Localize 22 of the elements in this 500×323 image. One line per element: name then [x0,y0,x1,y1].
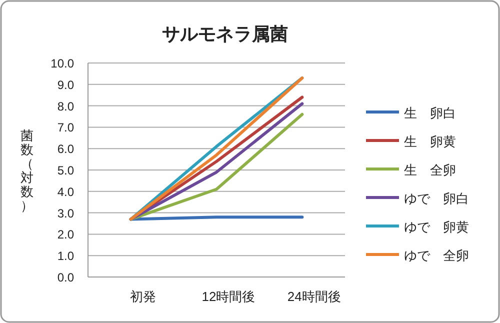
x-tick-label: 12時間後 [202,289,256,304]
x-tick-label: 24時間後 [287,289,341,304]
y-tick-label: 0.0 [57,270,74,284]
y-axis-title: 菌数（対数） [20,128,34,213]
y-tick-label: 8.0 [57,99,74,114]
x-tick-label: 初発 [130,289,156,304]
legend-label: 生 卵黄 [404,134,456,149]
legend-label: ゆで 全卵 [404,248,469,263]
y-tick-label: 1.0 [57,249,74,264]
y-tick-label: 9.0 [57,78,74,92]
legend-label: 生 全卵 [404,162,456,178]
chart-title: サルモネラ属菌 [162,24,288,44]
legend-label: 生 卵白 [404,106,456,120]
y-tick-label: 3.0 [57,206,74,220]
y-tick-label: 5.0 [57,164,74,178]
y-tick-label: 7.0 [57,120,74,135]
y-tick-label: 10.0 [50,56,74,70]
y-tick-label: 4.0 [57,184,74,199]
legend-label: ゆで 卵白 [404,191,469,206]
y-tick-label: 6.0 [57,142,74,156]
legend-label: ゆで 卵黄 [404,220,469,234]
y-tick-label: 2.0 [57,228,74,242]
